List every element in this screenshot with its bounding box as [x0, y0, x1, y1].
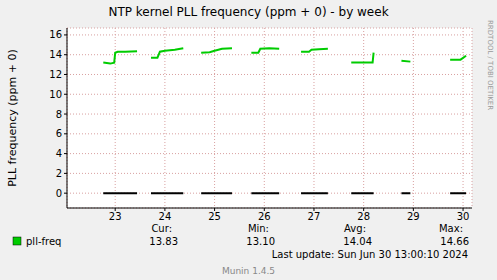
svg-text:27: 27 — [308, 211, 321, 222]
svg-text:Max:: Max: — [439, 223, 463, 234]
svg-text:14: 14 — [49, 49, 62, 60]
svg-text:4: 4 — [56, 148, 62, 159]
svg-text:Munin 1.4.5: Munin 1.4.5 — [222, 266, 275, 276]
svg-text:Avg:: Avg: — [344, 223, 366, 234]
svg-text:RRDTOOL / TOBI OETIKER: RRDTOOL / TOBI OETIKER — [486, 20, 489, 110]
svg-text:13.83: 13.83 — [149, 236, 178, 247]
svg-text:23: 23 — [109, 211, 122, 222]
svg-text:10: 10 — [49, 89, 62, 100]
svg-text:8: 8 — [56, 109, 62, 120]
svg-text:16: 16 — [49, 29, 62, 40]
svg-text:24: 24 — [159, 211, 172, 222]
svg-text:28: 28 — [357, 211, 370, 222]
svg-text:Cur:: Cur: — [151, 223, 172, 234]
svg-text:pll-freq: pll-freq — [26, 236, 61, 247]
svg-text:14.66: 14.66 — [440, 236, 469, 247]
svg-text:Last update: Sun Jun 30 13:00:: Last update: Sun Jun 30 13:00:10 2024 — [272, 249, 468, 260]
svg-text:6: 6 — [56, 128, 62, 139]
svg-text:26: 26 — [258, 211, 271, 222]
svg-text:0: 0 — [56, 188, 62, 199]
svg-text:14.04: 14.04 — [343, 236, 372, 247]
svg-text:12: 12 — [49, 69, 62, 80]
svg-text:29: 29 — [407, 211, 420, 222]
svg-text:NTP kernel PLL frequency (ppm: NTP kernel PLL frequency (ppm + 0) - by … — [108, 5, 388, 19]
svg-text:PLL frequency (ppm + 0): PLL frequency (ppm + 0) — [8, 49, 19, 187]
svg-text:2: 2 — [56, 168, 62, 179]
svg-text:30: 30 — [457, 211, 470, 222]
svg-text:13.10: 13.10 — [246, 236, 275, 247]
svg-text:25: 25 — [208, 211, 221, 222]
svg-text:Min:: Min: — [248, 223, 269, 234]
